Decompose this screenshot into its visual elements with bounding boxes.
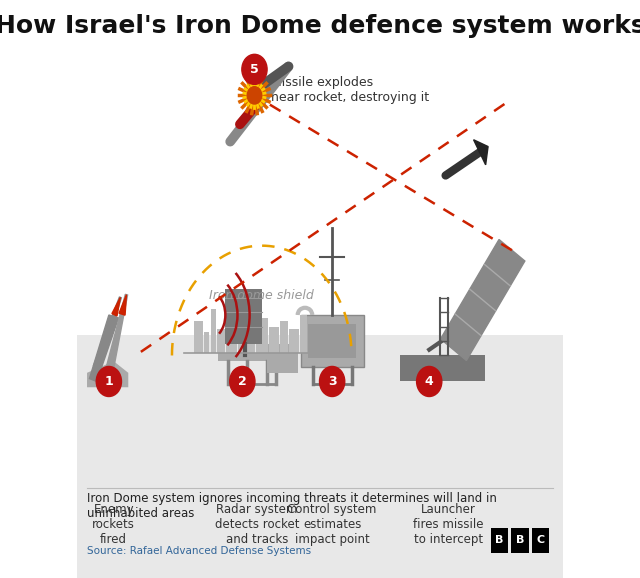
Text: Launcher
fires missile
to intercept: Launcher fires missile to intercept: [413, 503, 484, 546]
Polygon shape: [90, 315, 118, 381]
Text: C: C: [536, 535, 545, 546]
Bar: [225, 289, 262, 344]
Circle shape: [247, 87, 262, 104]
Polygon shape: [474, 140, 488, 152]
Bar: [308, 329, 319, 353]
Bar: [400, 355, 485, 381]
Bar: [227, 324, 237, 353]
Text: Iron Dome system ignores incoming threats it determines will land in
uninhabited: Iron Dome system ignores incoming threat…: [87, 492, 497, 520]
Text: 3: 3: [328, 375, 337, 388]
Text: Missile explodes
near rocket, destroying it: Missile explodes near rocket, destroying…: [271, 76, 429, 103]
Bar: [300, 315, 307, 353]
Text: How Israel's Iron Dome defence system works: How Israel's Iron Dome defence system wo…: [0, 14, 640, 39]
Circle shape: [417, 366, 442, 397]
Polygon shape: [119, 295, 127, 315]
Polygon shape: [112, 297, 120, 316]
Bar: [289, 329, 299, 353]
Text: Iron dome shield: Iron dome shield: [209, 288, 314, 302]
Text: Enemy
rockets
fired: Enemy rockets fired: [92, 503, 135, 546]
Circle shape: [242, 54, 267, 84]
Bar: [218, 353, 281, 361]
Bar: [77, 335, 563, 578]
Text: Source: Rafael Advanced Defense Systems: Source: Rafael Advanced Defense Systems: [87, 546, 311, 556]
Bar: [194, 321, 202, 353]
Text: B: B: [516, 535, 524, 546]
Bar: [238, 331, 245, 353]
Bar: [246, 321, 255, 353]
Bar: [532, 528, 549, 553]
Polygon shape: [105, 294, 127, 374]
Bar: [269, 327, 279, 353]
Text: B: B: [495, 535, 504, 546]
Bar: [204, 332, 209, 353]
Circle shape: [319, 366, 345, 397]
Bar: [267, 344, 298, 373]
Circle shape: [230, 366, 255, 397]
Polygon shape: [93, 297, 122, 369]
Text: 4: 4: [425, 375, 433, 388]
Text: Control system
estimates
impact point: Control system estimates impact point: [287, 503, 377, 546]
Polygon shape: [440, 239, 525, 361]
Bar: [280, 321, 289, 353]
Bar: [491, 528, 508, 553]
Circle shape: [96, 366, 122, 397]
Text: Radar system
detects rocket
and tracks: Radar system detects rocket and tracks: [214, 503, 299, 546]
Text: 1: 1: [104, 375, 113, 388]
Bar: [301, 315, 364, 367]
Bar: [320, 324, 329, 353]
Bar: [216, 329, 225, 353]
Text: 5: 5: [250, 63, 259, 76]
Polygon shape: [87, 361, 128, 387]
Bar: [256, 318, 268, 353]
Bar: [511, 528, 529, 553]
Bar: [308, 324, 356, 358]
Bar: [211, 309, 216, 353]
Polygon shape: [479, 147, 488, 165]
Text: 2: 2: [238, 375, 246, 388]
